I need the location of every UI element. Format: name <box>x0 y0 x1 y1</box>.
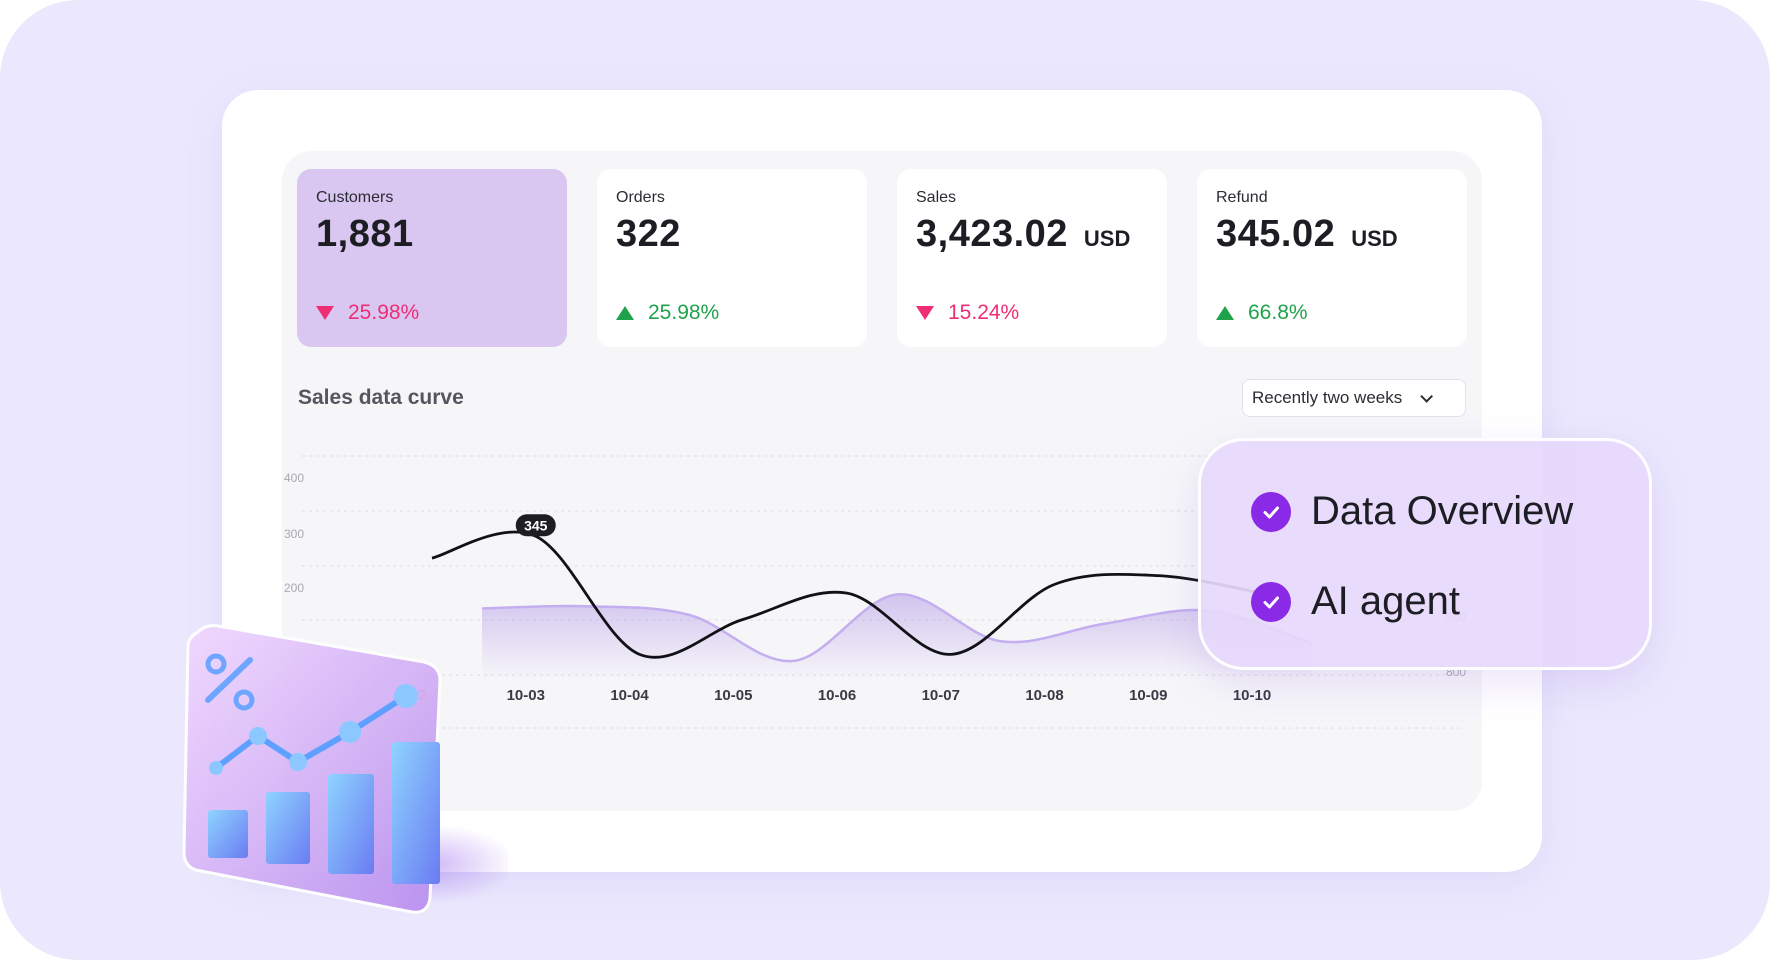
check-circle-icon <box>1251 491 1291 532</box>
stat-unit: USD <box>1083 226 1131 251</box>
stat-label: Sales <box>916 189 957 206</box>
y-tick-label: 400 <box>284 471 304 485</box>
peak-label: 345 <box>524 517 548 533</box>
y-tick-label: 300 <box>284 527 304 541</box>
trend-down-icon <box>316 306 334 320</box>
stat-label: Customers <box>316 189 394 206</box>
trend-up-icon <box>1216 306 1234 320</box>
stat-label: Refund <box>1216 189 1268 206</box>
date-range-label: Recently two weeks <box>1252 388 1403 407</box>
stat-card-sales[interactable]: Sales 3,423.02 USD 15.24% <box>897 169 1167 347</box>
chart-title: Sales data curve <box>298 386 464 409</box>
x-tick-label: 10-07 <box>922 687 960 704</box>
stat-change: 66.8% <box>1248 301 1308 324</box>
x-tick-label: 10-09 <box>1129 687 1167 704</box>
date-range-select[interactable]: Recently two weeks <box>1242 379 1466 417</box>
x-tick-label: 10-04 <box>610 687 649 704</box>
series-line-secondary <box>481 593 1313 663</box>
feature-ai-agent: AI agent <box>1251 579 1460 624</box>
stat-label: Orders <box>616 189 665 206</box>
y-tick-label: 200 <box>284 581 304 595</box>
stat-value: 3,423.02 <box>916 213 1068 255</box>
x-tick-label: 10-10 <box>1233 687 1271 704</box>
feature-data-overview: Data Overview <box>1251 489 1573 534</box>
chevron-down-icon <box>1420 389 1434 403</box>
x-tick-label: 10-06 <box>818 687 856 704</box>
stat-value: 345.02 <box>1216 213 1336 255</box>
stat-card-customers[interactable]: Customers 1,881 25.98% <box>297 169 567 347</box>
stat-unit: USD <box>1351 226 1398 251</box>
analytics-illustration-icon <box>182 624 508 914</box>
feature-label: Data Overview <box>1311 489 1574 533</box>
stat-change: 25.98% <box>348 301 420 324</box>
stat-value: 1,881 <box>316 213 414 255</box>
stat-value: 322 <box>616 213 681 255</box>
stat-card-orders[interactable]: Orders 322 25.98% <box>597 169 867 347</box>
stat-card-refund[interactable]: Refund 345.02 USD 66.8% <box>1197 169 1467 347</box>
x-tick-label: 10-05 <box>714 687 752 704</box>
trend-down-icon <box>916 306 934 320</box>
stat-change: 25.98% <box>648 301 720 324</box>
series-line-primary <box>431 530 1263 659</box>
x-tick-label: 10-08 <box>1025 687 1063 704</box>
stat-change: 15.24% <box>948 301 1020 324</box>
feature-label: AI agent <box>1311 579 1461 623</box>
peak-label-badge <box>515 514 556 537</box>
features-card: Data Overview AI agent <box>1198 438 1652 670</box>
y-tick-label: 500 <box>284 430 304 433</box>
trend-up-icon <box>616 306 634 320</box>
check-circle-icon <box>1251 581 1291 622</box>
x-tick-label: 10-03 <box>507 687 545 704</box>
